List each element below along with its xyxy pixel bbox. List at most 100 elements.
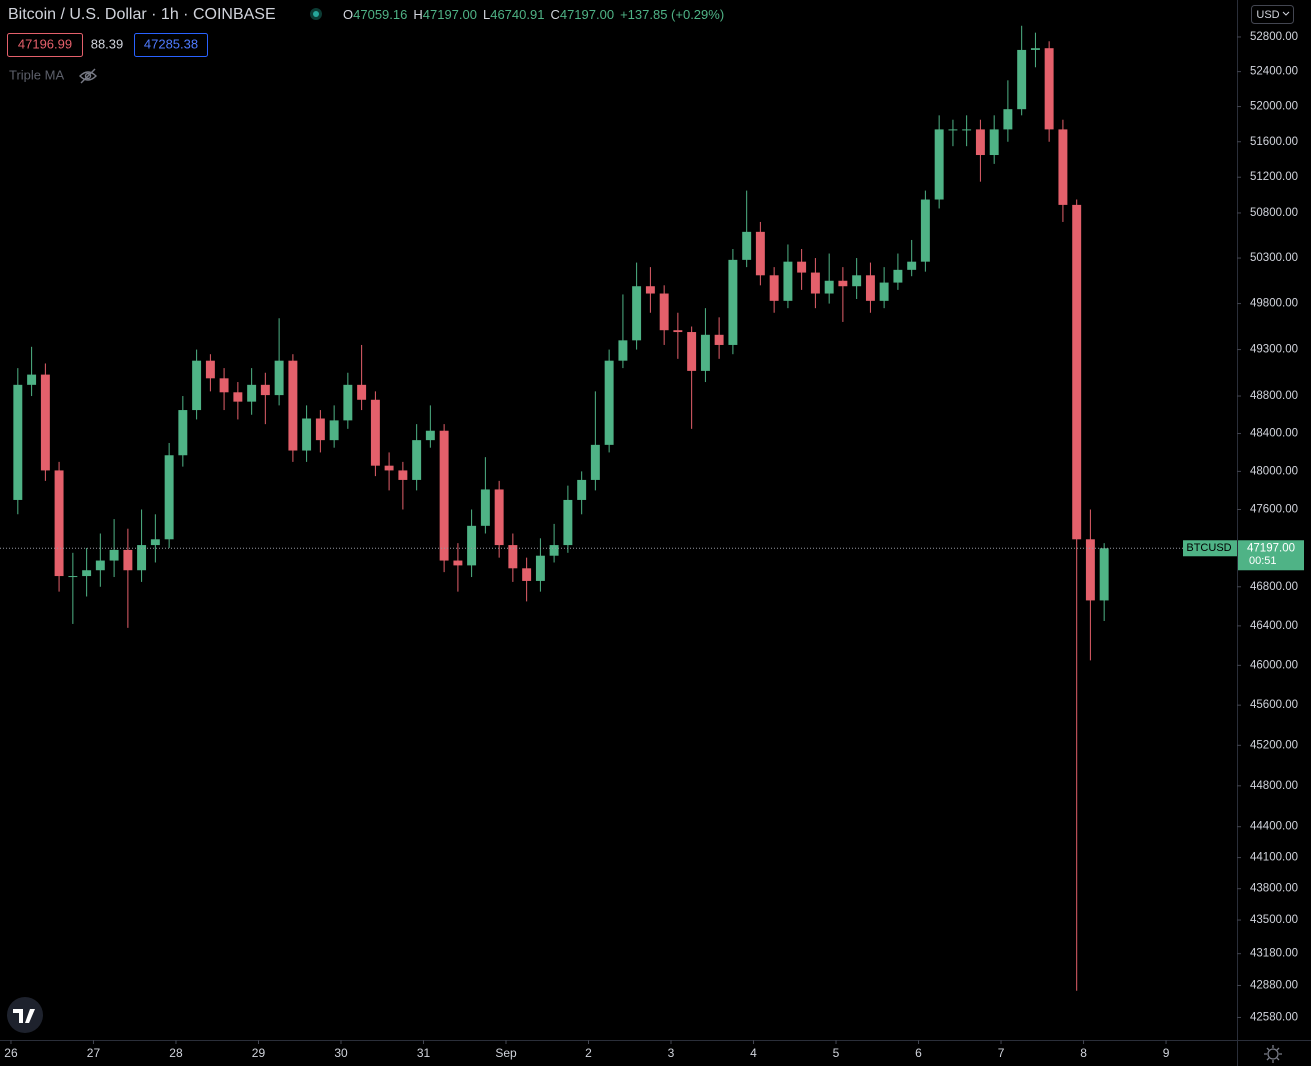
settings-icon[interactable]	[1264, 1045, 1282, 1063]
chart-title: Bitcoin / U.S. Dollar · 1h · COINBASE	[8, 6, 276, 23]
candle-body	[27, 374, 37, 385]
candle-body	[563, 499, 573, 546]
candle-body	[412, 440, 422, 480]
candle-body	[687, 332, 697, 371]
candle-body	[893, 269, 903, 283]
y-tick-label: 46800.00	[1250, 581, 1298, 593]
x-tick-label: 31	[417, 1046, 431, 1060]
y-tick-label: 51600.00	[1250, 136, 1298, 148]
currency-button[interactable]	[1251, 5, 1294, 24]
ohlc-value: 47197.00	[423, 7, 477, 22]
candle-body	[1085, 539, 1095, 601]
candle-body	[329, 420, 339, 441]
x-tick-label: 7	[998, 1046, 1005, 1060]
candle-body	[109, 549, 119, 561]
candle-body	[274, 360, 284, 396]
y-tick-label: 52000.00	[1250, 101, 1298, 113]
candle-body	[453, 560, 463, 566]
candle-body	[522, 568, 532, 581]
logo[interactable]	[7, 997, 43, 1033]
currency-label: USD	[1256, 9, 1279, 21]
candle-body	[632, 286, 642, 341]
x-tick-label: 26	[4, 1046, 18, 1060]
candle-body	[40, 374, 50, 471]
x-tick-label: 6	[915, 1046, 922, 1060]
candle-body	[68, 576, 78, 578]
candle-body	[1058, 129, 1068, 205]
spread: 88.39	[91, 36, 124, 51]
candle-body	[645, 286, 655, 294]
y-tick-label: 48000.00	[1250, 465, 1298, 477]
ask-box[interactable]	[134, 33, 208, 57]
candle-body	[962, 129, 972, 131]
candle-body	[769, 275, 779, 301]
candle-body	[700, 334, 710, 371]
candle-body	[673, 330, 683, 333]
candle-body	[192, 360, 202, 411]
x-tick-label: 28	[169, 1046, 183, 1060]
status-dot	[313, 11, 319, 17]
candle-body	[219, 378, 229, 393]
candle-body	[439, 430, 449, 561]
candle-body	[948, 129, 958, 131]
candle-body	[824, 280, 834, 294]
x-tick-label: 29	[252, 1046, 266, 1060]
candle-body	[810, 272, 820, 294]
candle-body	[838, 280, 848, 287]
y-tick-label: 49800.00	[1250, 298, 1298, 310]
ohlc-label: H	[413, 7, 422, 22]
y-tick-label: 52800.00	[1250, 31, 1298, 43]
price-label: 47197.00	[1247, 542, 1295, 554]
y-tick-label: 50300.00	[1250, 252, 1298, 264]
candle-body	[343, 384, 353, 421]
candle-body	[590, 444, 600, 480]
candle-body	[95, 560, 105, 571]
bid-box[interactable]	[7, 33, 83, 57]
candle-body	[907, 261, 917, 270]
candle-body	[755, 231, 765, 276]
candle-body	[233, 392, 243, 402]
y-tick-label: 42880.00	[1250, 979, 1298, 991]
candle-body	[1003, 109, 1013, 130]
candle-body	[577, 479, 587, 500]
ohlc-change: +137.85 (+0.29%)	[620, 7, 724, 22]
logo-mark	[13, 1009, 35, 1023]
x-tick-label: 9	[1163, 1046, 1170, 1060]
dropdown-arrow	[1282, 11, 1290, 16]
candle-body	[618, 340, 628, 361]
ohlc-label: L	[483, 7, 490, 22]
y-tick-label: 44100.00	[1250, 852, 1298, 864]
y-tick-label: 48400.00	[1250, 428, 1298, 440]
symbol-label: BTCUSD	[1186, 542, 1231, 554]
candle-body	[728, 259, 738, 345]
y-tick-label: 47600.00	[1250, 504, 1298, 516]
candle-body	[535, 555, 545, 581]
y-tick-label: 43800.00	[1250, 883, 1298, 895]
candle-body	[13, 384, 23, 500]
indicator-name[interactable]: Triple MA	[9, 67, 64, 82]
candle-body	[1099, 548, 1109, 601]
x-tick-label: 8	[1080, 1046, 1087, 1060]
y-tick-label: 50800.00	[1250, 207, 1298, 219]
y-tick-label: 48800.00	[1250, 390, 1298, 402]
candle-body	[1017, 49, 1027, 110]
candle-body	[123, 549, 133, 571]
countdown: 00:51	[1249, 555, 1277, 567]
ask-price: 47285.38	[144, 36, 198, 51]
candle-body	[425, 430, 435, 441]
candle-body	[398, 470, 408, 480]
candle-body	[82, 570, 92, 577]
y-tick-label: 45200.00	[1250, 739, 1298, 751]
hide-icon[interactable]	[79, 68, 97, 84]
candle-body	[178, 410, 188, 456]
candle-body	[357, 384, 367, 400]
y-tick-label: 45600.00	[1250, 699, 1298, 711]
candle-body	[797, 261, 807, 273]
candle-body	[467, 525, 477, 566]
candle-body	[508, 545, 518, 569]
price-tag	[1238, 540, 1304, 571]
candle-body	[384, 465, 394, 471]
y-tick-label: 44800.00	[1250, 780, 1298, 792]
